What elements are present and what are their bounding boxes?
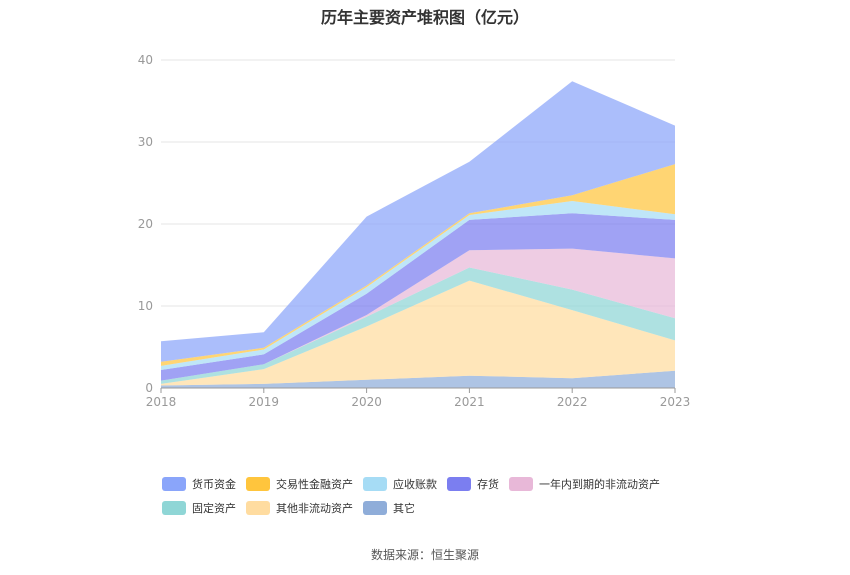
legend-swatch [363,501,387,515]
legend-swatch [447,477,471,491]
legend-item[interactable]: 存货 [447,472,499,496]
y-tick-label: 30 [138,135,153,149]
x-tick-label: 2019 [249,395,280,409]
legend-swatch [246,501,270,515]
x-tick-label: 2021 [454,395,485,409]
y-tick-label: 20 [138,217,153,231]
legend-label: 应收账款 [393,478,437,491]
y-tick-label: 40 [138,53,153,67]
legend-swatch [363,477,387,491]
y-tick-label: 10 [138,299,153,313]
area-series-2 [161,267,675,384]
area-series-1 [161,280,675,386]
legend-swatch [162,501,186,515]
legend-swatch [509,477,533,491]
legend-label: 存货 [477,478,499,491]
legend-swatch [162,477,186,491]
area-series-4 [161,213,675,381]
legend-label: 其他非流动资产 [276,502,353,515]
area-series-7 [161,81,675,362]
legend-label: 固定资产 [192,502,236,515]
legend-swatch [246,477,270,491]
legend-label: 其它 [393,502,415,515]
x-tick-label: 2018 [146,395,177,409]
data-source: 数据来源：恒生聚源 [370,548,479,562]
legend-label: 交易性金融资产 [276,478,353,491]
y-tick-label: 0 [145,381,153,395]
x-tick-label: 2020 [351,395,382,409]
legend-item[interactable]: 应收账款 [363,472,437,496]
area-series-0 [161,370,675,388]
area-series-3 [161,248,675,381]
legend-item[interactable]: 固定资产 [162,496,236,520]
legend-item[interactable]: 其他非流动资产 [246,496,353,520]
legend-label: 一年内到期的非流动资产 [539,478,660,491]
legend-item[interactable]: 货币资金 [162,472,236,496]
legend-item[interactable]: 其它 [363,496,415,520]
legend-item[interactable]: 交易性金融资产 [246,472,353,496]
x-tick-label: 2022 [557,395,588,409]
legend-item[interactable]: 一年内到期的非流动资产 [509,472,660,496]
chart-title: 历年主要资产堆积图（亿元） [320,8,529,27]
legend-label: 货币资金 [192,478,236,491]
area-series-6 [161,164,675,366]
x-tick-label: 2023 [660,395,691,409]
legend: 货币资金 交易性金融资产 应收账款 存货 一年内到期的非流动资产固定资产 其他非流动资产 其… [162,472,722,520]
